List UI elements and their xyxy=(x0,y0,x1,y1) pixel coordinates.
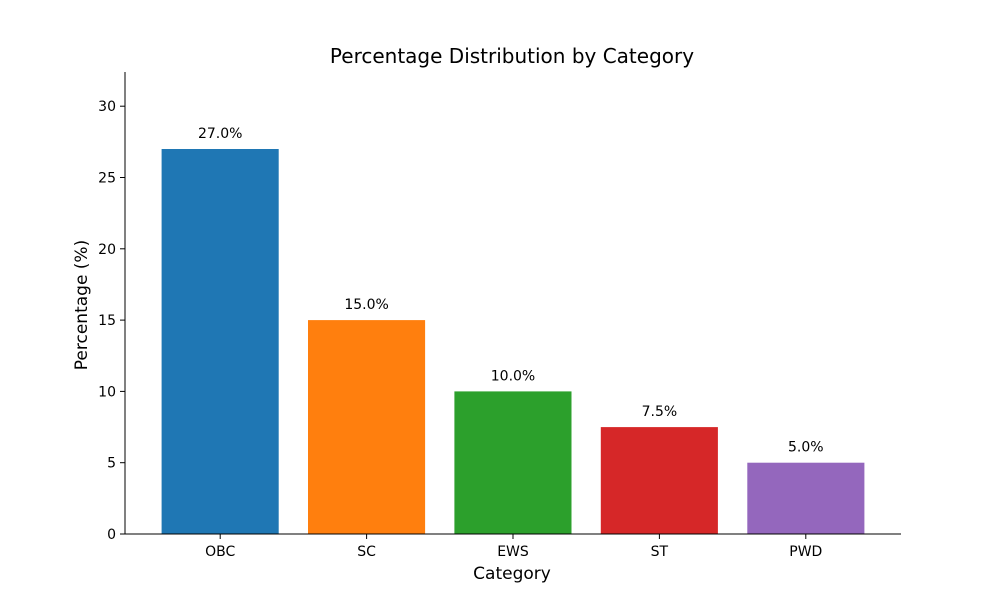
y-tick-label: 25 xyxy=(98,171,116,187)
y-axis: 0 5 10 15 20 25 30 xyxy=(98,72,126,543)
y-tick-label: 30 xyxy=(98,99,116,115)
y-tick-label: 0 xyxy=(107,527,116,543)
x-axis: OBC SC EWS ST PWD xyxy=(125,533,901,560)
bar-sc xyxy=(308,320,426,534)
value-label-ews: 10.0% xyxy=(491,368,535,384)
y-tick-label: 5 xyxy=(107,456,116,472)
bar-obc xyxy=(161,149,279,534)
x-tick-label-st: ST xyxy=(651,544,669,560)
chart-title: Percentage Distribution by Category xyxy=(330,44,694,68)
x-axis-label: Category xyxy=(473,564,551,584)
y-axis-label: Percentage (%) xyxy=(72,240,92,370)
bar-ews xyxy=(454,391,572,534)
bar-pwd xyxy=(747,462,865,534)
y-tick-label: 20 xyxy=(98,242,116,258)
bars-group xyxy=(161,149,865,534)
value-label-sc: 15.0% xyxy=(344,297,388,313)
bar-st xyxy=(600,427,718,534)
value-labels-group: 27.0% 15.0% 10.0% 7.5% 5.0% xyxy=(198,126,824,456)
y-tick-label: 10 xyxy=(98,384,116,400)
y-tick-label: 15 xyxy=(98,313,116,329)
value-label-pwd: 5.0% xyxy=(788,440,824,456)
value-label-obc: 27.0% xyxy=(198,126,242,142)
x-tick-label-obc: OBC xyxy=(205,544,235,560)
x-tick-label-ews: EWS xyxy=(497,544,529,560)
x-tick-label-pwd: PWD xyxy=(789,544,822,560)
x-tick-label-sc: SC xyxy=(357,544,376,560)
value-label-st: 7.5% xyxy=(642,404,678,420)
